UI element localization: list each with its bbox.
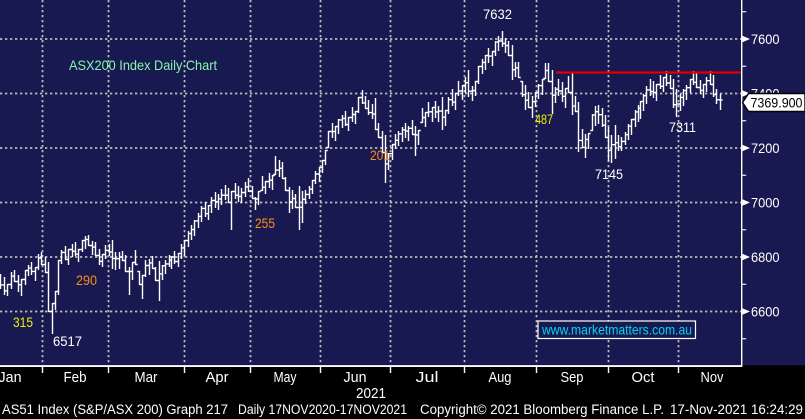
svg-text:Sep: Sep [561,369,584,386]
svg-text:2021: 2021 [356,385,386,402]
svg-text:7311: 7311 [669,119,696,135]
svg-text:201: 201 [370,148,390,163]
svg-text:Jul: Jul [416,369,439,386]
svg-text:Oct: Oct [632,369,656,386]
svg-text:7200: 7200 [751,140,780,156]
svg-text:7632: 7632 [483,6,512,22]
svg-text:May: May [274,369,297,386]
svg-text:Daily 17NOV2020-17NOV2021: Daily 17NOV2020-17NOV2021 [238,402,407,417]
svg-text:Copyright© 2021 Bloomberg Fina: Copyright© 2021 Bloomberg Finance L.P. [420,402,664,417]
svg-text:290: 290 [76,273,97,288]
svg-text:Apr: Apr [206,369,229,386]
svg-text:Aug: Aug [489,369,512,386]
svg-text:www.marketmatters.com.au: www.marketmatters.com.au [541,322,692,338]
svg-text:487: 487 [535,112,553,127]
svg-text:Feb: Feb [64,369,87,386]
svg-text:AS51 Index (S&P/ASX 200) Graph: AS51 Index (S&P/ASX 200) Graph 217 [2,402,228,417]
svg-text:7369.900: 7369.900 [751,95,803,111]
svg-text:6800: 6800 [751,249,780,265]
svg-text:6600: 6600 [751,304,780,320]
svg-text:7000: 7000 [751,195,780,211]
svg-text:255: 255 [255,216,275,231]
svg-text:17-Nov-2021 16:24:29: 17-Nov-2021 16:24:29 [670,402,803,417]
svg-text:Nov: Nov [701,369,724,386]
svg-text:7145: 7145 [595,166,623,182]
svg-text:315: 315 [13,315,33,330]
svg-text:Jan: Jan [0,369,22,386]
svg-text:Jun: Jun [344,369,367,386]
svg-text:ASX200 Index Daily Chart: ASX200 Index Daily Chart [69,57,217,73]
svg-text:6517: 6517 [53,333,82,349]
svg-text:Mar: Mar [135,369,158,386]
svg-text:7600: 7600 [751,31,780,47]
